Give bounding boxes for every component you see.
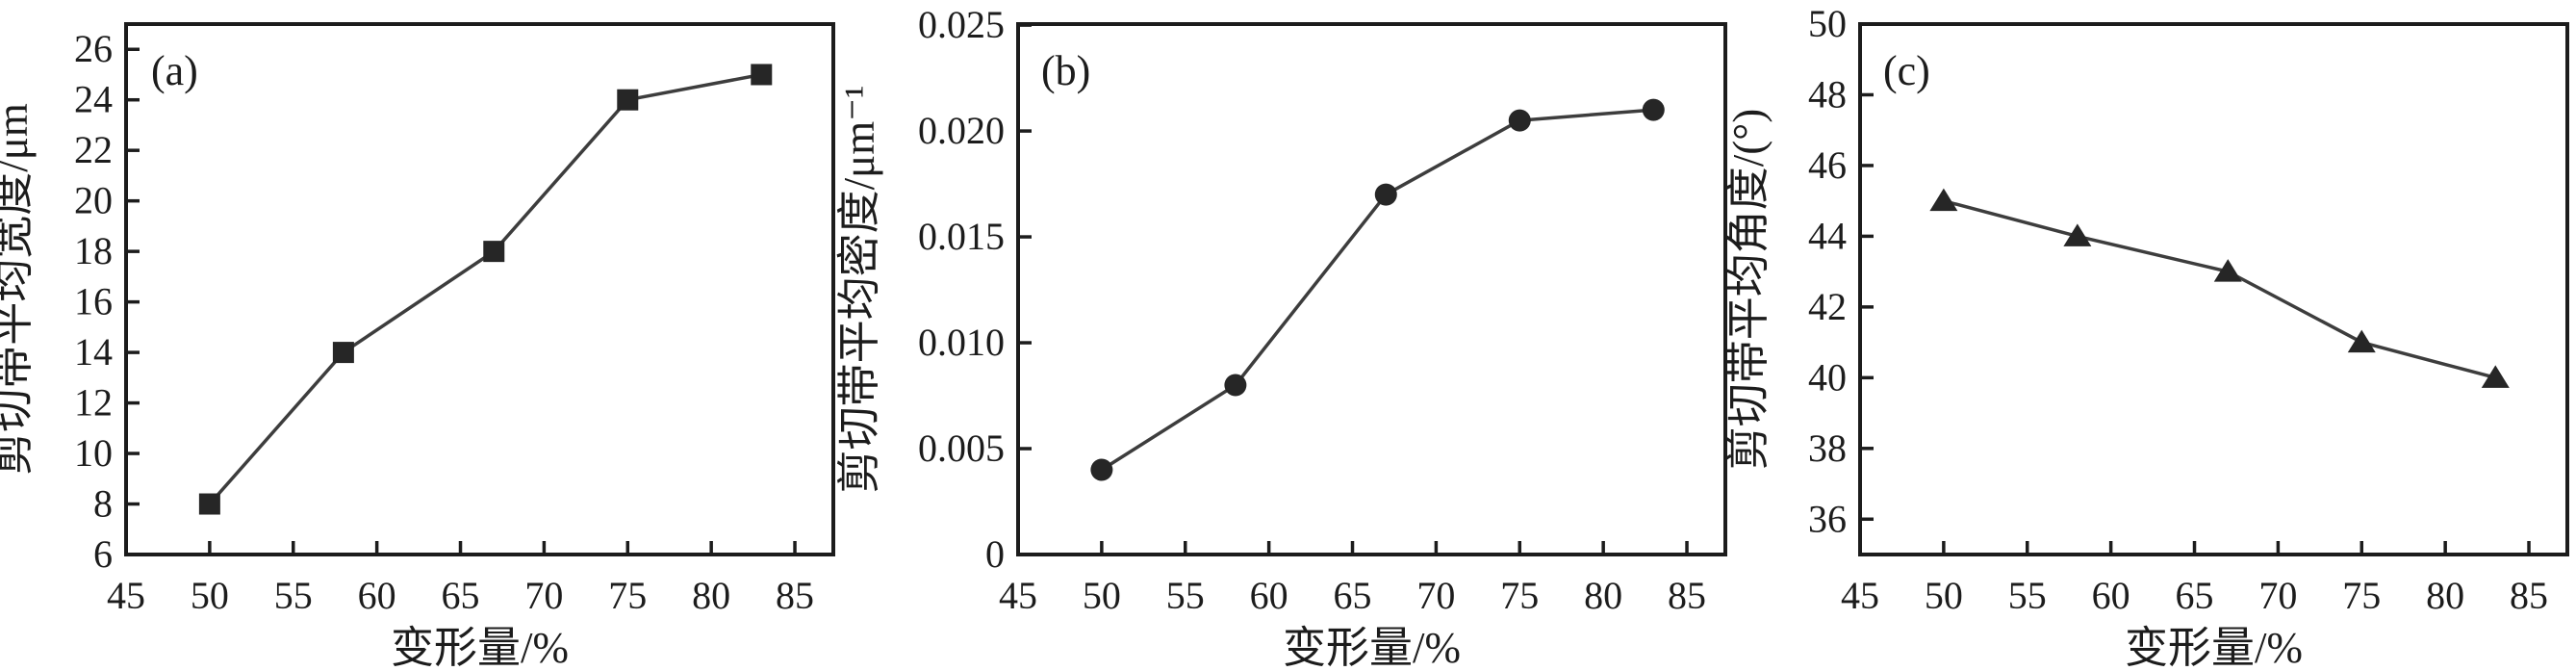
- x-tick-label: 50: [1925, 574, 1963, 617]
- panel-c: 45 50 55 60 65 70 75 80 85 36 38 40 42 44 46 48 50 变形量/% 剪…: [1724, 2, 2569, 671]
- data-point-marker: [617, 89, 639, 111]
- x-tick-label: 80: [692, 574, 730, 617]
- data-line: [208, 72, 762, 505]
- x-tick-label: 80: [1584, 574, 1622, 617]
- y-tick-label: 22: [74, 128, 113, 171]
- x-tick-label: 70: [1416, 574, 1455, 617]
- panel-letter: (c): [1883, 47, 1930, 94]
- data-line: [1943, 198, 2496, 380]
- plot-box: [124, 22, 835, 556]
- x-tick-label: 55: [1166, 574, 1205, 617]
- y-tick-label: 0.025: [918, 3, 1005, 46]
- y-tick-label: 44: [1808, 214, 1847, 257]
- x-tick-label: 85: [776, 574, 814, 617]
- y-tick-label: 0.005: [918, 426, 1005, 470]
- x-tick-label: 75: [1500, 574, 1539, 617]
- data-line: [1100, 108, 1654, 472]
- data-point-marker: [751, 64, 773, 86]
- y-tick-label: 42: [1808, 285, 1847, 328]
- y-tick-label: 46: [1808, 143, 1847, 187]
- data-point-marker: [483, 241, 505, 263]
- y-tick-label: 40: [1808, 355, 1847, 399]
- y-tick-label: 18: [74, 229, 113, 272]
- panel-letter: (a): [151, 47, 198, 94]
- panel-b: 45 50 55 60 65 70 75 80 85 0 0.005 0.010 0.015 0.020 0…: [835, 3, 1727, 671]
- data-point-marker: [2063, 223, 2092, 246]
- y-tick-label: 0.010: [918, 321, 1005, 364]
- y-tick-label: 16: [74, 280, 113, 323]
- x-tick-label: 45: [1841, 574, 1879, 617]
- data-point-marker: [2213, 259, 2242, 282]
- x-axis-label: 变形量/%: [2125, 624, 2303, 671]
- x-tick-label: 65: [442, 574, 480, 617]
- x-axis-label: 变形量/%: [391, 624, 569, 671]
- x-tick-label: 45: [107, 574, 145, 617]
- data-point-marker: [1929, 188, 1958, 212]
- panel-letter: (b): [1041, 47, 1090, 94]
- x-tick-label: 65: [2176, 574, 2214, 617]
- x-tick-label: 60: [1250, 574, 1288, 617]
- y-tick-label: 6: [93, 532, 113, 576]
- x-tick-label: 85: [2510, 574, 2548, 617]
- x-tick-label: 55: [2008, 574, 2047, 617]
- x-tick-label: 75: [2342, 574, 2381, 617]
- y-tick-label: 26: [74, 27, 113, 70]
- data-point-marker: [1224, 374, 1247, 397]
- y-tick-label: 12: [74, 381, 113, 425]
- data-point-marker: [2481, 365, 2510, 388]
- x-tick-label: 50: [1083, 574, 1121, 617]
- y-tick-label: 38: [1808, 426, 1847, 470]
- y-tick-label: 0.020: [918, 109, 1005, 152]
- y-axis-label: 剪切带平均宽度/μm: [0, 103, 37, 476]
- x-tick-label: 60: [2092, 574, 2130, 617]
- plot-box: [1858, 22, 2569, 556]
- x-tick-label: 60: [358, 574, 396, 617]
- data-point-marker: [1642, 98, 1665, 121]
- data-point-marker: [332, 342, 354, 364]
- data-point-marker: [1090, 458, 1113, 481]
- y-axis-label: 剪切带平均密度/μm⁻¹: [835, 86, 883, 494]
- data-point-marker: [198, 493, 220, 515]
- x-tick-label: 55: [274, 574, 313, 617]
- data-point-marker: [2347, 329, 2376, 353]
- data-point-marker: [1508, 109, 1531, 132]
- y-tick-label: 20: [74, 179, 113, 222]
- y-tick-label: 14: [74, 330, 113, 374]
- x-tick-label: 50: [191, 574, 229, 617]
- y-tick-label: 10: [74, 431, 113, 475]
- y-tick-label: 24: [74, 78, 113, 121]
- x-tick-label: 45: [999, 574, 1037, 617]
- y-tick-label: 48: [1808, 72, 1847, 116]
- y-tick-label: 8: [93, 482, 113, 526]
- x-axis-label: 变形量/%: [1283, 624, 1461, 671]
- x-tick-label: 65: [1334, 574, 1372, 617]
- y-tick-label: 0.015: [918, 215, 1005, 258]
- plot-box: [1016, 22, 1727, 556]
- y-axis-label: 剪切带平均角度/(°): [1724, 109, 1773, 470]
- y-tick-label: 36: [1808, 497, 1847, 540]
- panel-a: 45 50 55 60 65 70 75 80 85 6 8 10 12 14 16 18 20 22 24 26 变形…: [0, 22, 835, 671]
- x-tick-label: 85: [1668, 574, 1706, 617]
- y-tick-label: 0: [985, 532, 1005, 576]
- x-tick-label: 70: [524, 574, 563, 617]
- x-tick-label: 75: [608, 574, 647, 617]
- x-tick-label: 80: [2426, 574, 2464, 617]
- y-tick-label: 50: [1808, 2, 1847, 45]
- x-tick-label: 70: [2258, 574, 2297, 617]
- data-point-marker: [1374, 183, 1397, 206]
